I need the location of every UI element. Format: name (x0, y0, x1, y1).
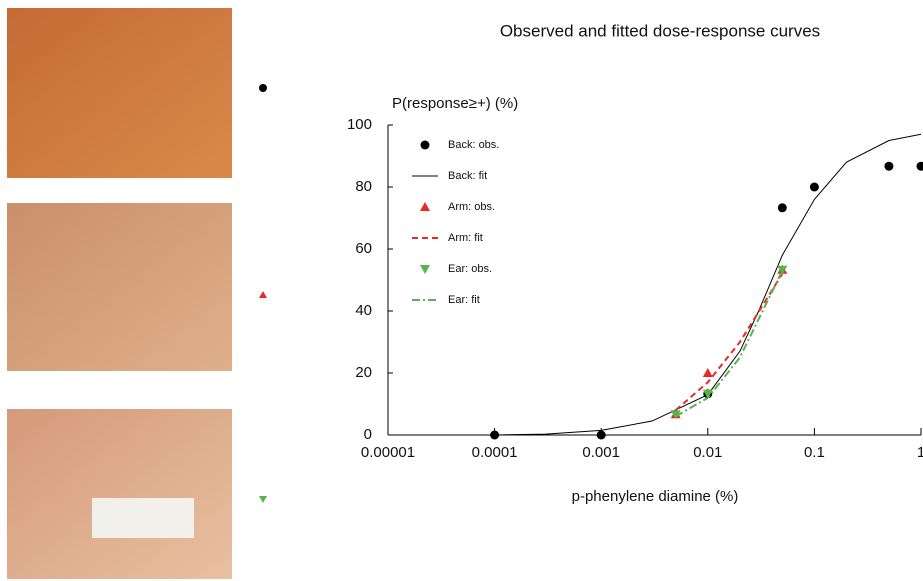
photo-arm (7, 203, 232, 371)
y-tick-label: 20 (355, 364, 372, 381)
fit-line (675, 273, 784, 411)
point (777, 203, 787, 213)
point (884, 161, 894, 171)
fit-line (494, 133, 922, 436)
point (702, 368, 713, 377)
y-tick-label: 60 (355, 240, 372, 257)
y-tick-label: 100 (347, 116, 372, 133)
x-tick-label: 0.001 (582, 444, 620, 461)
point (809, 182, 819, 192)
legend-label: Ear: obs. (448, 263, 492, 275)
point (596, 430, 606, 440)
x-tick-label: 1 (917, 444, 923, 461)
legend-label: Back: fit (448, 170, 487, 182)
photo-marker (259, 496, 267, 503)
point (670, 410, 681, 420)
legend-marker (420, 202, 430, 211)
y-tick-label: 40 (355, 302, 372, 319)
legend-label: Ear: fit (448, 294, 480, 306)
legend-marker (420, 140, 430, 150)
photo-marker (259, 84, 267, 92)
fit-line (675, 270, 784, 418)
legend-marker (420, 265, 430, 274)
photos (7, 8, 267, 579)
photo-back (7, 8, 232, 178)
photo-patch (92, 498, 194, 538)
y-axis-label: P(response≥+) (%) (392, 95, 518, 112)
chart-title: Observed and fitted dose-response curves (500, 21, 820, 40)
point (916, 161, 923, 171)
x-tick-label: 0.0001 (472, 444, 518, 461)
x-tick-label: 0.1 (804, 444, 825, 461)
y-tick-label: 0 (364, 426, 372, 443)
y-tick-label: 80 (355, 178, 372, 195)
photo-marker (259, 291, 267, 298)
legend-label: Arm: obs. (448, 201, 495, 213)
point (702, 389, 713, 399)
x-tick-label: 0.01 (693, 444, 722, 461)
x-tick-label: 0.00001 (361, 444, 415, 461)
legend-label: Arm: fit (448, 232, 483, 244)
photo-ear (7, 409, 232, 579)
point (777, 265, 788, 275)
legend-label: Back: obs. (448, 139, 499, 151)
x-axis-label: p-phenylene diamine (%) (572, 488, 739, 505)
